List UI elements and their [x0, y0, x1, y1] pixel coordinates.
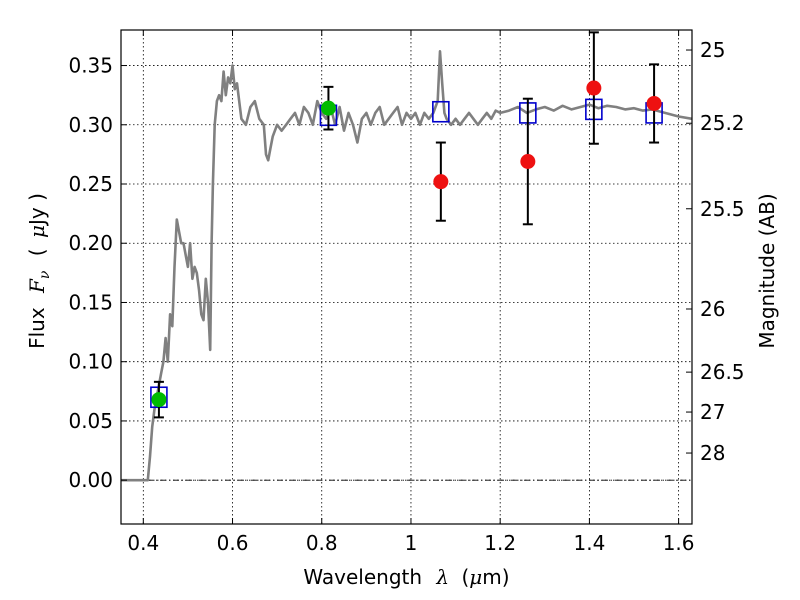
x-tick-label: 1.4: [573, 531, 605, 555]
grid: [121, 30, 692, 524]
right-tick-label: 28: [700, 441, 725, 465]
red-data-point: [646, 95, 662, 111]
right-tick-label: 25.5: [700, 197, 745, 221]
right-tick-label: 25.2: [700, 111, 745, 135]
right-tick-label: 26.5: [700, 360, 745, 384]
series: [121, 31, 693, 482]
green-data-point: [151, 392, 167, 408]
y-tick-label: 0.10: [68, 350, 113, 374]
right-tick-label: 26: [700, 297, 725, 321]
axis-ticks: 0.4 0.6 0.8 1 1.2 1.4 1.6 0.00 0.05 0.10 0.15 0.20 0…: [68, 30, 745, 555]
y-tick-label: 0.20: [68, 231, 113, 255]
y-tick-label: 0.35: [68, 54, 113, 78]
y-tick-label: 0.30: [68, 113, 113, 137]
y-tick-label: 0.00: [68, 468, 113, 492]
model-band-square: [432, 100, 450, 123]
x-tick-label: 1.2: [484, 531, 516, 555]
y-tick-label: 0.25: [68, 172, 113, 196]
x-tick-label: 0.4: [127, 531, 159, 555]
red-data-point: [586, 80, 602, 96]
x-tick-label: 0.8: [306, 531, 338, 555]
red-data-point: [520, 153, 536, 169]
x-tick-label: 1.6: [663, 531, 695, 555]
x-axis-label: Wavelength λ (μm): [303, 565, 509, 589]
red-data-point: [433, 174, 449, 190]
right-axis-label: Magnitude (AB): [755, 193, 779, 348]
plot-frame: [120, 29, 693, 525]
right-tick-label: 27: [700, 400, 725, 424]
y-tick-label: 0.15: [68, 290, 113, 314]
x-tick-label: 0.6: [217, 531, 249, 555]
green-data-point: [320, 100, 336, 116]
y-tick-label: 0.05: [68, 409, 113, 433]
y-axis-label: Flux Fν ( μJy ): [25, 193, 54, 349]
x-tick-label: 1: [405, 531, 418, 555]
right-tick-label: 25: [700, 38, 725, 62]
sed-model-line: [121, 49, 693, 482]
